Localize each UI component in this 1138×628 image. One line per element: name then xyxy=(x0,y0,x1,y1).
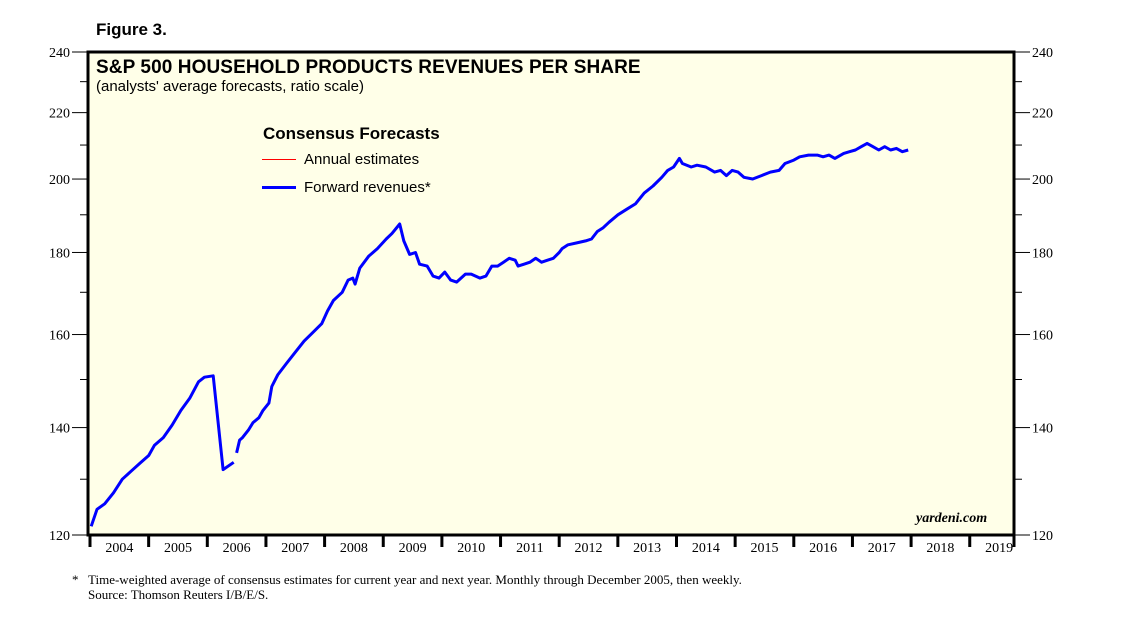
x-axis: 2004 2005 2006 2007 2008 2009 2010 2011 2012 2013… xyxy=(88,535,1016,556)
figure-label: Figure 3. xyxy=(96,20,167,39)
y-tick-label-right: 140 xyxy=(1032,422,1053,437)
y-tick-label-right: 120 xyxy=(1032,529,1053,544)
footnote-line-1: Time-weighted average of consensus estim… xyxy=(88,572,742,587)
y-tick-label-left: 220 xyxy=(49,107,70,122)
legend-swatch-red xyxy=(262,159,296,160)
y-axis-left: 120 140 160 180 200 220 240 xyxy=(49,46,88,544)
y-tick-label-right: 160 xyxy=(1032,329,1053,344)
series-layer xyxy=(89,141,909,527)
y-tick-label-left: 160 xyxy=(49,329,70,344)
footnote: * Time-weighted average of consensus esti… xyxy=(72,572,742,602)
y-tick-label-left: 200 xyxy=(49,173,70,188)
forward-revenues-line xyxy=(89,374,235,527)
x-tick-label: 2018 xyxy=(926,541,954,556)
x-tick-label: 2008 xyxy=(340,541,368,556)
y-tick-label-left: 240 xyxy=(49,46,70,61)
legend-swatch-blue xyxy=(262,186,296,189)
x-tick-label: 2009 xyxy=(399,541,427,556)
y-tick-label-right: 180 xyxy=(1032,246,1053,261)
legend-label: Forward revenues* xyxy=(304,179,431,196)
x-tick-label: 2013 xyxy=(633,541,661,556)
x-tick-label: 2006 xyxy=(223,541,251,556)
y-tick-label-left: 180 xyxy=(49,246,70,261)
x-tick-label: 2012 xyxy=(575,541,603,556)
legend-item-annual-estimates: Annual estimates xyxy=(262,151,419,168)
y-tick-label-right: 200 xyxy=(1032,173,1053,188)
source-watermark: yardeni.com xyxy=(916,511,988,526)
plot-background xyxy=(88,52,1014,535)
y-tick-label-right: 220 xyxy=(1032,107,1053,122)
forward-revenues-line xyxy=(235,141,909,454)
chart-title: S&P 500 HOUSEHOLD PRODUCTS REVENUES PER … xyxy=(96,57,641,78)
y-tick-label-right: 240 xyxy=(1032,46,1053,61)
legend-item-forward-revenues: Forward revenues* xyxy=(262,179,431,196)
plot-frame xyxy=(86,50,1016,537)
x-tick-label: 2015 xyxy=(750,541,778,556)
footnote-star: * xyxy=(72,572,79,587)
x-tick-label: 2014 xyxy=(692,541,720,556)
x-tick-label: 2007 xyxy=(281,541,309,556)
x-tick-label: 2019 xyxy=(985,541,1013,556)
footnote-line-2: Source: Thomson Reuters I/B/E/S. xyxy=(88,587,269,602)
legend-label: Annual estimates xyxy=(304,151,420,168)
legend-title: Consensus Forecasts xyxy=(263,124,440,143)
y-axis-right: 120 140 160 180 200 220 240 xyxy=(1014,46,1053,544)
chart-subtitle: (analysts' average forecasts, ratio scal… xyxy=(96,78,364,95)
x-tick-label: 2005 xyxy=(164,541,192,556)
x-tick-label: 2017 xyxy=(868,541,896,556)
x-tick-label: 2016 xyxy=(809,541,837,556)
y-tick-label-left: 140 xyxy=(49,422,70,437)
x-tick-label: 2011 xyxy=(516,541,543,556)
y-tick-label-left: 120 xyxy=(49,529,70,544)
x-tick-label: 2004 xyxy=(105,541,133,556)
x-tick-label: 2010 xyxy=(457,541,485,556)
